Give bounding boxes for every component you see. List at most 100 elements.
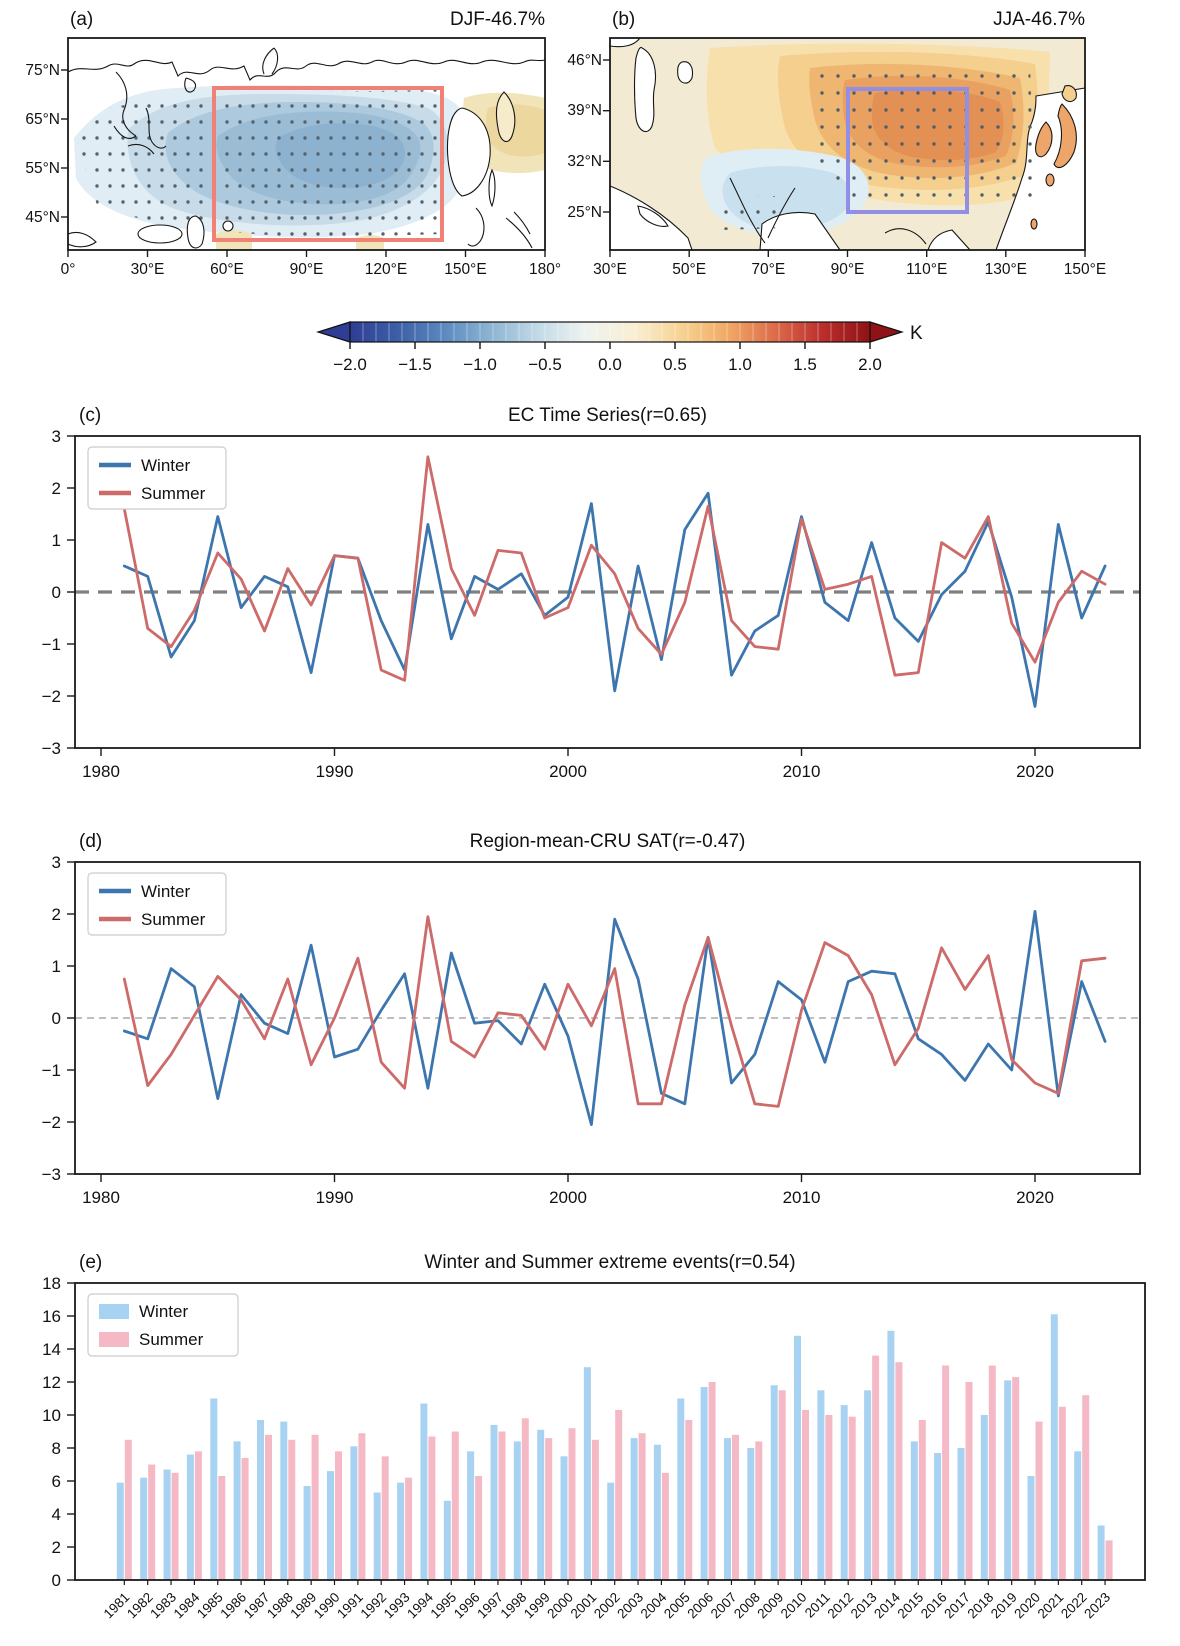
y-tick-label: 3 <box>52 427 61 446</box>
colorbar-tick-label: −0.5 <box>528 355 562 374</box>
svg-text:39°N: 39°N <box>567 102 602 119</box>
year-label: 2008 <box>731 1590 763 1622</box>
summer-bar <box>288 1439 296 1581</box>
winter-bar <box>513 1441 521 1580</box>
year-label: 2012 <box>824 1590 856 1622</box>
summer-bar <box>872 1355 880 1580</box>
y-tick-label: −3 <box>42 1165 61 1184</box>
panel-letter: (e) <box>79 1252 102 1273</box>
summer-bar <box>124 1439 132 1581</box>
winter-bar <box>1097 1525 1105 1580</box>
summer-bar <box>1105 1540 1113 1580</box>
year-label: 2003 <box>614 1590 646 1622</box>
winter-bar <box>420 1403 428 1580</box>
summer-bar <box>171 1472 179 1581</box>
winter-bar <box>1050 1314 1058 1580</box>
year-label: 2010 <box>778 1590 810 1622</box>
year-label: 1991 <box>334 1590 366 1622</box>
winter-bar <box>163 1469 171 1580</box>
svg-text:50°E: 50°E <box>672 261 706 278</box>
winter-bar <box>233 1441 241 1580</box>
colorbar: −2.0 −1.5 −1.0 −0.5 0.0 0.5 1.0 1.5 2.0 K <box>315 321 923 374</box>
legend-label-summer: Summer <box>141 484 206 503</box>
summer-bar <box>1082 1395 1090 1580</box>
year-label: 1988 <box>264 1590 296 1622</box>
summer-bar <box>568 1428 576 1580</box>
svg-text:110°E: 110°E <box>906 261 947 278</box>
year-label: 1994 <box>404 1589 436 1621</box>
colorbar-tick-label: 0.5 <box>663 355 687 374</box>
svg-text:0°: 0° <box>61 261 76 278</box>
winter-bar <box>303 1486 311 1580</box>
y-tick-label: 0 <box>52 583 61 602</box>
y-tick-label: 12 <box>42 1373 61 1392</box>
y-tick-label: 18 <box>42 1274 61 1293</box>
y-tick-label: −2 <box>42 687 61 706</box>
colorbar-tick-label: 1.5 <box>793 355 817 374</box>
panel-a-tick-labels: 75°N 65°N 55°N 45°N 0° 30°E 60°E 90°E 12… <box>25 62 561 278</box>
summer-bar <box>498 1431 506 1580</box>
summer-bar <box>475 1476 483 1580</box>
year-label: 2001 <box>568 1590 600 1622</box>
winter-bar <box>840 1405 848 1580</box>
summer-bar <box>988 1365 996 1580</box>
winter-bar <box>957 1448 965 1580</box>
year-label: 1996 <box>451 1590 483 1622</box>
summer-bar <box>825 1415 833 1580</box>
y-tick-label: 0 <box>52 1571 61 1590</box>
winter-bar <box>817 1390 825 1581</box>
colorbar-gradient <box>350 322 870 342</box>
year-label: 1985 <box>194 1590 226 1622</box>
winter-bar <box>350 1446 358 1580</box>
panel-b-stipple-dots <box>810 62 1034 208</box>
colorbar-tick-label: −1.5 <box>398 355 432 374</box>
summer-bar <box>755 1441 763 1580</box>
svg-text:25°N: 25°N <box>567 204 602 221</box>
arctic-ocean <box>68 38 545 80</box>
panel-e: (e) Winter and Summer extreme events(r=0.… <box>42 1252 1146 1622</box>
year-label: 1987 <box>241 1590 273 1622</box>
region-box-jja <box>846 87 969 214</box>
winter-bar <box>490 1424 498 1580</box>
year-label: 2020 <box>1011 1590 1043 1622</box>
panel-b-label: (b) <box>612 9 635 30</box>
svg-text:90°E: 90°E <box>290 261 324 278</box>
panel-d: (d) Region-mean-CRU SAT(r=-0.47) 3 2 1 0 −1 −2 −… <box>42 831 1141 1207</box>
summer-bar <box>545 1438 553 1580</box>
summer-bar <box>778 1390 786 1581</box>
year-label: 1989 <box>287 1590 319 1622</box>
svg-text:150°E: 150°E <box>444 261 486 278</box>
year-label: 2016 <box>918 1590 950 1622</box>
y-tick-label: 2 <box>52 479 61 498</box>
y-tick-label: −1 <box>42 635 61 654</box>
x-tick-label: 1990 <box>316 762 354 781</box>
x-tick-label: 2020 <box>1016 1188 1054 1207</box>
panel-b-title: JJA-46.7% <box>993 9 1085 30</box>
winter-bar <box>560 1456 568 1581</box>
winter-bar <box>607 1482 615 1581</box>
summer-bar <box>451 1431 459 1580</box>
year-label: 1990 <box>311 1590 343 1622</box>
winter-line <box>122 910 1107 1126</box>
winter-bar <box>910 1441 918 1580</box>
summer-bar <box>942 1365 950 1580</box>
svg-text:30°E: 30°E <box>593 261 627 278</box>
winter-bar <box>653 1444 661 1580</box>
summer-bar <box>732 1434 739 1580</box>
winter-bar <box>1004 1380 1012 1580</box>
summer-bar <box>521 1418 529 1580</box>
year-label: 1995 <box>428 1590 460 1622</box>
winter-bar <box>373 1492 381 1580</box>
y-tick-label: −2 <box>42 1113 61 1132</box>
colorbar-tick-label: −1.0 <box>463 355 497 374</box>
chart-title: EC Time Series(r=0.65) <box>508 405 707 426</box>
y-tick-label: 14 <box>42 1340 61 1359</box>
panel-a-ticks <box>61 69 546 257</box>
summer-bar <box>405 1477 413 1580</box>
year-label: 1997 <box>474 1590 506 1622</box>
x-tick-label: 2000 <box>549 1188 587 1207</box>
svg-text:90°E: 90°E <box>831 261 865 278</box>
winter-bar <box>257 1420 264 1580</box>
